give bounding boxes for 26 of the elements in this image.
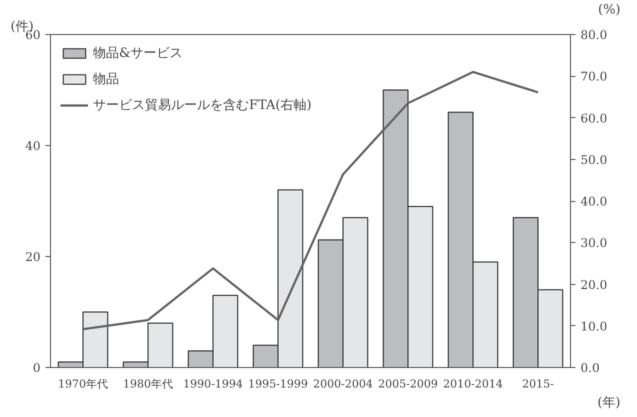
x-tick-label: 1990-1994 [183,378,243,390]
x-tick-label: 1980年代 [123,378,174,390]
legend-label: 物品&サービス [93,45,183,62]
y2-tick-label: 40.0 [580,194,608,208]
y-tick-label: 20 [25,250,41,264]
y-tick-label: 0 [32,361,41,375]
y2-tick-label: 20.0 [580,278,608,292]
y2-tick-label: 10.0 [580,319,608,334]
x-tick-label: 2015- [522,378,554,390]
x-tick-label: 1995-1999 [248,378,308,390]
legend-label: サービス貿易ルールを含むFTA(右軸) [93,97,312,114]
line-series [82,70,540,330]
x-tick-label: 1970年代 [58,378,108,390]
y2-tick-label: 0.0 [580,361,600,375]
y2-tick-label: 50.0 [580,152,608,167]
x-tick-label: 2000-2004 [313,378,373,390]
y-tick-label: 40 [25,139,41,153]
y2-tick-label: 80.0 [580,28,608,42]
legend-label: 物品 [93,71,119,88]
y2-tick-label: 30.0 [580,236,608,250]
y2-tick-label: 70.0 [580,70,608,84]
x-tick-label: 2010-2014 [443,378,503,390]
x-axis-title: (年) [597,396,621,410]
x-tick-label: 2005-2009 [378,378,438,390]
y2-tick-label: 60.0 [580,111,608,126]
y2-axis-title: (%) [598,2,621,18]
